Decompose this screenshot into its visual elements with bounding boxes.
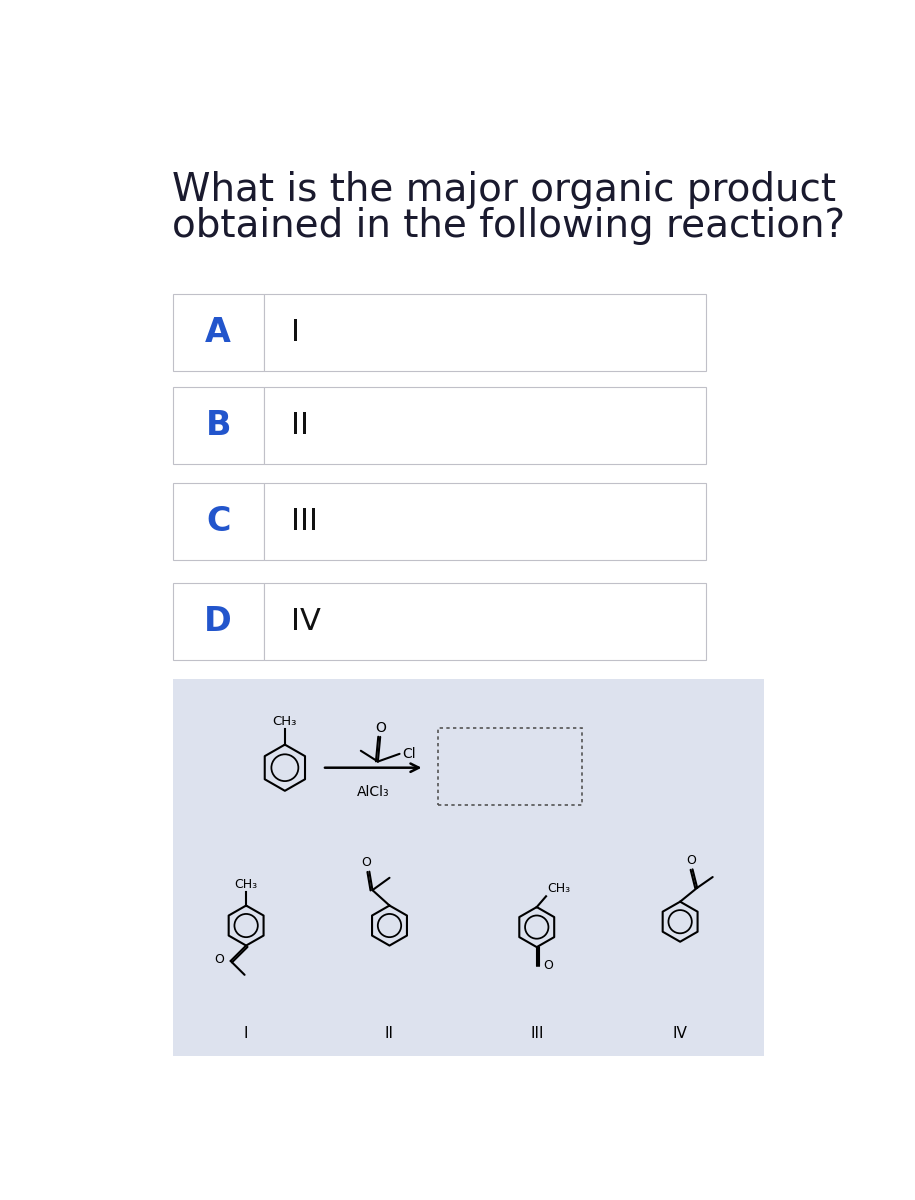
Text: III: III [291,506,318,535]
Text: O: O [543,959,553,972]
Text: Cl: Cl [402,746,415,761]
Bar [173,679,764,1056]
Text: I: I [291,318,300,347]
Text: IV: IV [673,1026,687,1042]
Text: O: O [214,953,224,966]
Text: CH₃: CH₃ [547,882,571,895]
Bar [264,482,705,559]
Text: D: D [204,605,232,638]
Bar [173,386,264,463]
Text: II: II [291,410,309,439]
Text: obtained in the following reaction?: obtained in the following reaction? [173,208,845,245]
Text: What is the major organic product: What is the major organic product [173,170,836,209]
Bar [264,583,705,660]
Text: C: C [206,505,231,538]
Text: A: A [205,316,231,349]
Bar [173,583,264,660]
Bar [438,727,582,805]
Text: O: O [375,720,385,734]
Text: O: O [686,854,696,868]
Text: B: B [206,408,231,442]
Bar [264,386,705,463]
Text: AlCl₃: AlCl₃ [357,785,390,799]
Bar [173,294,264,371]
Text: CH₃: CH₃ [273,715,297,727]
Text: IV: IV [291,607,321,636]
Text: O: O [361,857,371,869]
Bar [173,482,264,559]
Text: II: II [385,1026,394,1042]
Text: III: III [530,1026,544,1042]
Text: CH₃: CH₃ [234,878,258,890]
Bar [264,294,705,371]
Text: I: I [244,1026,248,1042]
